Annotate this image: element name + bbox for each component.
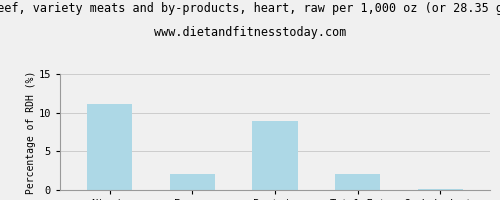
Text: Beef, variety meats and by-products, heart, raw per 1,000 oz (or 28.35 g): Beef, variety meats and by-products, hea…	[0, 2, 500, 15]
Bar	[252, 121, 298, 190]
Text: www.dietandfitnesstoday.com: www.dietandfitnesstoday.com	[154, 26, 346, 39]
Bar	[170, 174, 215, 190]
Bar	[87, 104, 132, 190]
Bar	[418, 189, 463, 190]
Bar	[335, 174, 380, 190]
Y-axis label: Percentage of RDH (%): Percentage of RDH (%)	[26, 70, 36, 194]
